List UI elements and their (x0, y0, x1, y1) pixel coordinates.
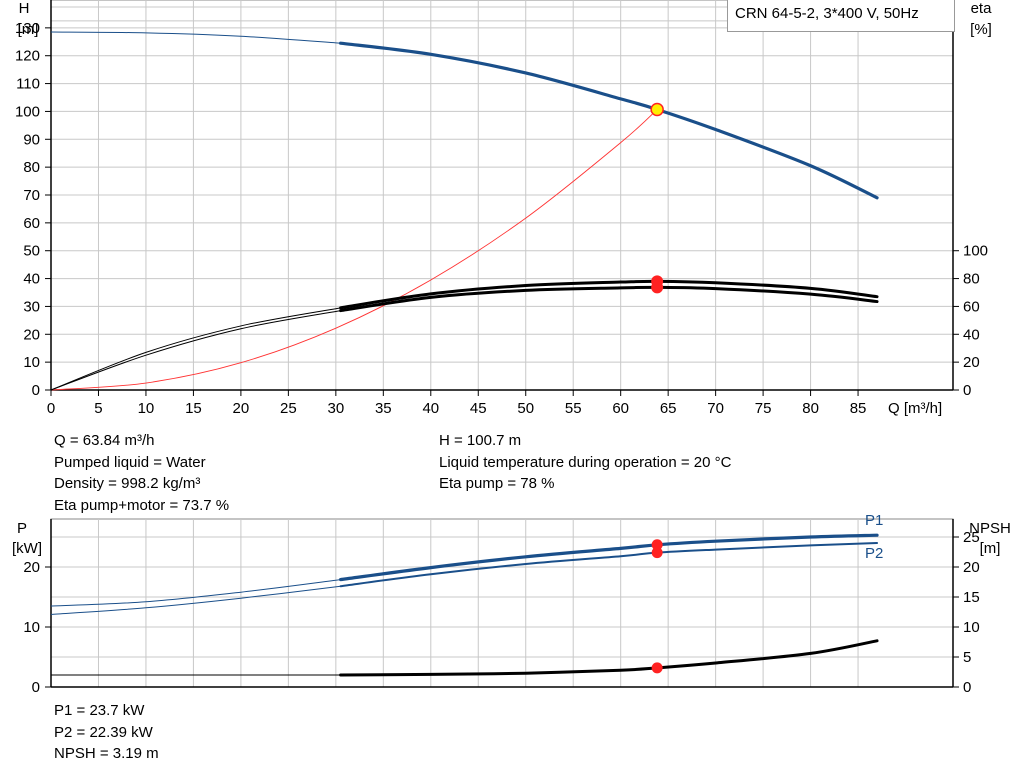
head-curve-thin (50, 31, 341, 44)
y-tick-label: 120 (15, 48, 40, 65)
bottom-chart-grid (50, 518, 954, 688)
p2-point (651, 547, 663, 559)
npsh-axis-unit: [m] (980, 540, 1001, 557)
bottom-chart-series: P1 P2 (50, 512, 883, 677)
y-tick-label: 50 (23, 243, 40, 260)
p1-curve-line (338, 533, 879, 582)
x-tick-label: 75 (755, 400, 772, 417)
y2-tick-label: 20 (963, 354, 980, 371)
x-tick-label: 15 (185, 400, 202, 417)
y-tick-label: 40 (23, 271, 40, 288)
p2-curve-line (339, 542, 879, 588)
npsh-tick-label: 25 (963, 529, 980, 546)
x-tick-label: 0 (47, 400, 55, 417)
x-tick-label: 10 (138, 400, 155, 417)
p-axis-label: P (17, 520, 27, 537)
p1-series-label: P1 (865, 512, 883, 529)
x-tick-label: 5 (94, 400, 102, 417)
y-tick-label: 100 (15, 103, 40, 120)
eta-pump-curve-line (339, 279, 879, 310)
x-axis-label: Q [m³/h] (888, 400, 942, 417)
npsh-axis-label: NPSH (969, 520, 1011, 537)
y2-axis-unit: [%] (970, 21, 992, 38)
p1-point (651, 539, 663, 551)
y-tick-label: 130 (15, 20, 40, 37)
info-q: Q = 63.84 m³/h (54, 432, 155, 449)
duty-point-marker (650, 102, 664, 117)
p-axis-unit: [kW] (12, 540, 42, 557)
npsh-tick-label: 0 (963, 679, 971, 696)
eta-pump-motor-point (651, 281, 664, 294)
npsh-tick-label: 15 (963, 589, 980, 606)
p2-series-label: P2 (865, 545, 883, 562)
npsh-tick-label: 10 (963, 619, 980, 636)
p-tick-label: 20 (23, 559, 40, 576)
info-h: H = 100.7 m (439, 432, 522, 449)
p2-curve-thin (50, 585, 341, 615)
y-tick-label: 0 (32, 382, 40, 399)
y-tick-label: 80 (23, 159, 40, 176)
y2-tick-label: 80 (963, 271, 980, 288)
y-tick-label: 60 (23, 215, 40, 232)
axis-labels: 0102030405060708090100110120130020406080… (12, 0, 1011, 696)
x-tick-label: 25 (280, 400, 297, 417)
info-eta-pump-motor: Eta pump+motor = 73.7 % (54, 496, 230, 514)
eta-pump-motor-curve-line (339, 285, 879, 313)
top-chart-grid (50, 0, 954, 391)
p-tick-label: 10 (23, 619, 40, 636)
x-tick-label: 60 (612, 400, 629, 417)
top-info-left: Q = 63.84 m³/h Pumped liquid = Water Den… (54, 430, 229, 516)
x-tick-label: 80 (802, 400, 819, 417)
y-tick-label: 10 (23, 354, 40, 371)
head-curve-line (338, 41, 879, 200)
x-tick-label: 50 (517, 400, 534, 417)
x-tick-label: 30 (327, 400, 344, 417)
y-tick-label: 90 (23, 131, 40, 148)
top-chart-series (50, 31, 879, 391)
y2-tick-label: 0 (963, 382, 971, 399)
info-temperature: Liquid temperature during operation = 20… (439, 453, 732, 471)
x-tick-label: 85 (850, 400, 867, 417)
y2-tick-label: 100 (963, 243, 988, 260)
y-tick-label: 70 (23, 187, 40, 204)
y-axis-label: H (19, 0, 30, 17)
bottom-plot-frame (50, 518, 954, 688)
x-tick-label: 65 (660, 400, 677, 417)
system-curve-line (50, 109, 658, 391)
x-tick-label: 70 (707, 400, 724, 417)
x-tick-label: 35 (375, 400, 392, 417)
npsh-tick-label: 5 (963, 649, 971, 666)
info-p1: P1 = 23.7 kW (54, 702, 145, 719)
top-info-right: H = 100.7 m Liquid temperature during op… (439, 430, 731, 495)
eta-pump-motor-curve-thin (50, 310, 341, 391)
eta-pump-curve-thin (50, 307, 341, 391)
y2-tick-label: 40 (963, 326, 980, 343)
y-tick-label: 20 (23, 326, 40, 343)
y2-axis-label: eta (971, 0, 993, 17)
x-tick-label: 45 (470, 400, 487, 417)
npsh-point (651, 662, 663, 674)
info-liquid: Pumped liquid = Water (54, 453, 206, 471)
x-tick-label: 55 (565, 400, 582, 417)
info-p2: P2 = 22.39 kW (54, 723, 153, 741)
x-tick-label: 40 (422, 400, 439, 417)
p1-curve-thin (50, 579, 341, 607)
info-npsh: NPSH = 3.19 m (54, 745, 159, 762)
info-eta-pump: Eta pump = 78 % (439, 475, 555, 492)
npsh-tick-label: 20 (963, 559, 980, 576)
info-density: Density = 998.2 kg/m³ (54, 475, 201, 492)
p-tick-label: 0 (32, 679, 40, 696)
y-tick-label: 110 (16, 76, 40, 93)
bottom-info: P1 = 23.7 kW P2 = 22.39 kW NPSH = 3.19 m (54, 700, 159, 765)
y-axis-unit: [m] (18, 21, 39, 38)
y2-tick-label: 60 (963, 298, 980, 315)
y-tick-label: 30 (23, 298, 40, 315)
npsh-curve-line (339, 639, 879, 677)
x-tick-label: 20 (233, 400, 250, 417)
pump-title-box: CRN 64-5-2, 3*400 V, 50Hz (727, 0, 955, 32)
